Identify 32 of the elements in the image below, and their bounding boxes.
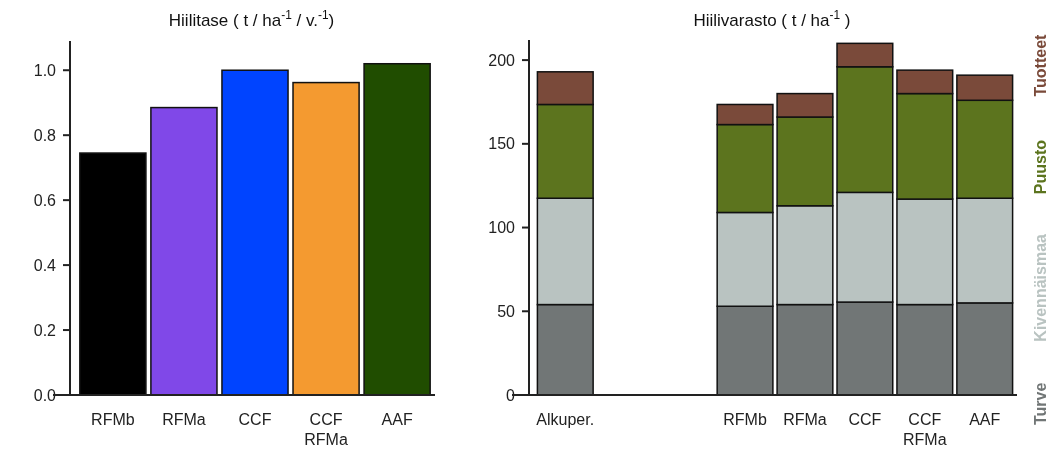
x-tick-label: CCF <box>238 411 272 428</box>
x-tick-label: CCF RFMa <box>903 411 947 448</box>
y-tick-label: 0.4 <box>33 256 57 274</box>
x-tick-label: RFMb <box>723 411 767 428</box>
bar <box>221 69 289 396</box>
x-tick-label: AAF <box>969 411 1001 428</box>
bar <box>363 62 431 396</box>
y-tick-label: 1.0 <box>33 61 57 79</box>
y-tick-label: 150 <box>488 135 516 153</box>
y-tick-label: 200 <box>488 51 516 69</box>
x-tick-label: RFMb <box>91 411 135 428</box>
y-tick-label: 100 <box>488 219 516 237</box>
y-tick-label: 0.2 <box>33 321 57 339</box>
y-tick-label: 0.8 <box>33 126 57 144</box>
bar <box>79 152 147 396</box>
x-tick-label: CCF <box>848 411 882 428</box>
x-tick-label: CCF RFMa <box>304 411 348 448</box>
x-tick-label: Alkuper. <box>536 411 595 428</box>
text: Puusto <box>1031 139 1049 195</box>
x-tick-label: RFMa <box>162 411 206 428</box>
text: Kivennäismaa <box>1031 233 1049 342</box>
bar <box>292 81 360 396</box>
bar <box>150 106 218 396</box>
x-tick-label: AAF <box>381 411 413 428</box>
text: Tuotteet <box>1031 33 1049 97</box>
text: Turve <box>1031 382 1049 426</box>
y-tick-label: 0.6 <box>33 191 57 209</box>
y-tick-label: 0.0 <box>33 386 57 404</box>
chart-title: Hiilitase ( t / ha$^{-1}$ / v.$^{-1}$) <box>168 8 335 30</box>
chart-title: Hiilivarasto ( t / ha$^{-1}$ ) <box>693 8 851 30</box>
x-tick-label: RFMa <box>783 411 827 428</box>
y-tick-label: 50 <box>497 302 516 320</box>
